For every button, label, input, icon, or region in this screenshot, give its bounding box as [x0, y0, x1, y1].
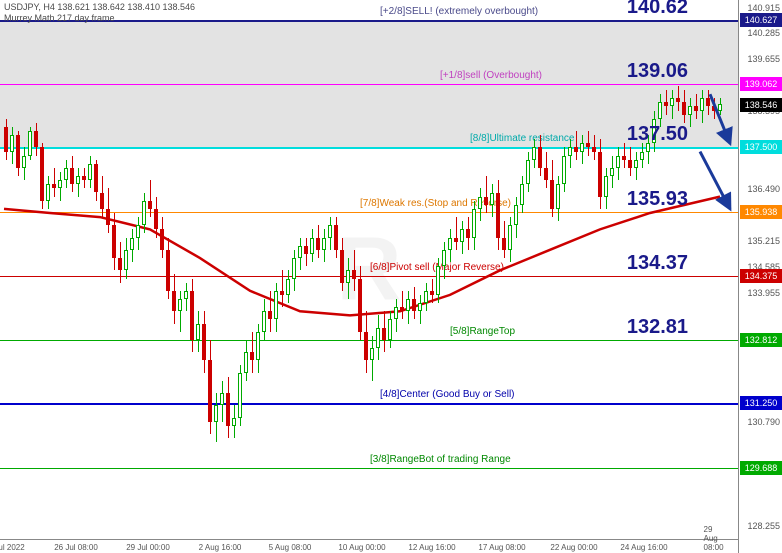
- price-tag: 132.812: [740, 333, 782, 347]
- y-tick: 140.285: [747, 28, 780, 38]
- price-tag: 139.062: [740, 77, 782, 91]
- y-tick: 130.790: [747, 417, 780, 427]
- x-tick: 17 Aug 08:00: [478, 543, 525, 552]
- x-tick: 24 Aug 16:00: [620, 543, 667, 552]
- x-axis: 21 Jul 2022 26 Jul 08:00 29 Jul 00:00 2 Aug…: [0, 539, 738, 553]
- x-tick: 21 Jul 2022: [0, 543, 25, 552]
- big-price-label: 140.62: [627, 0, 688, 19]
- murrey-line-label: [+2/8]SELL! (extremely overbought): [380, 6, 538, 17]
- y-tick: 139.655: [747, 54, 780, 64]
- murrey-line: [0, 276, 738, 278]
- x-tick: 29 Aug 08:00: [704, 525, 727, 552]
- murrey-line-label: [+1/8]sell (Overbought): [440, 70, 542, 81]
- murrey-line-label: [7/8]Weak res.(Stop and Reverse): [360, 198, 511, 209]
- chart-header-line1: USDJPY, H4 138.621 138.642 138.410 138.5…: [4, 2, 195, 12]
- chart-container: R [+2/8]SELL! (extremely overbought)[+1/…: [0, 0, 738, 553]
- murrey-line: [0, 84, 738, 86]
- chart-header-line2: Murrey Math 217 day frame: [4, 13, 115, 23]
- x-tick: 5 Aug 08:00: [269, 543, 312, 552]
- x-tick: 22 Aug 00:00: [550, 543, 597, 552]
- current-price-tag: 138.546: [740, 98, 782, 112]
- big-price-label: 137.50: [627, 123, 688, 146]
- y-tick: 128.255: [747, 521, 780, 531]
- big-price-label: 132.81: [627, 316, 688, 339]
- big-price-label: 134.37: [627, 252, 688, 275]
- price-tag: 129.688: [740, 461, 782, 475]
- x-tick: 26 Jul 08:00: [54, 543, 98, 552]
- murrey-line: [0, 468, 738, 470]
- murrey-line-label: [3/8]RangeBot of trading Range: [370, 454, 511, 465]
- murrey-line-label: [8/8]Ultimate resistance: [470, 133, 575, 144]
- price-tag: 137.500: [740, 140, 782, 154]
- murrey-line: [0, 340, 738, 342]
- price-tag: 134.375: [740, 269, 782, 283]
- y-tick: 135.215: [747, 236, 780, 246]
- price-tag: 140.627: [740, 13, 782, 27]
- x-tick: 2 Aug 16:00: [199, 543, 242, 552]
- x-tick: 10 Aug 00:00: [338, 543, 385, 552]
- murrey-line: [0, 147, 738, 149]
- big-price-label: 139.06: [627, 60, 688, 83]
- murrey-line: [0, 212, 738, 214]
- x-tick: 29 Jul 00:00: [126, 543, 170, 552]
- y-tick: 133.955: [747, 288, 780, 298]
- murrey-line: [0, 403, 738, 405]
- x-tick: 12 Aug 16:00: [408, 543, 455, 552]
- murrey-line-label: [4/8]Center (Good Buy or Sell): [380, 389, 515, 400]
- big-price-label: 135.93: [627, 188, 688, 211]
- price-tag: 135.938: [740, 205, 782, 219]
- murrey-line-label: [5/8]RangeTop: [450, 326, 515, 337]
- y-tick: 136.490: [747, 184, 780, 194]
- y-tick: 140.915: [747, 3, 780, 13]
- price-tag: 131.250: [740, 396, 782, 410]
- y-axis: 140.915140.627140.285139.655139.062138.3…: [738, 0, 782, 553]
- plot-area[interactable]: R [+2/8]SELL! (extremely overbought)[+1/…: [0, 0, 738, 539]
